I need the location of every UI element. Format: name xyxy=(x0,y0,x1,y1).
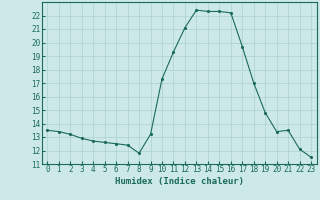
X-axis label: Humidex (Indice chaleur): Humidex (Indice chaleur) xyxy=(115,177,244,186)
